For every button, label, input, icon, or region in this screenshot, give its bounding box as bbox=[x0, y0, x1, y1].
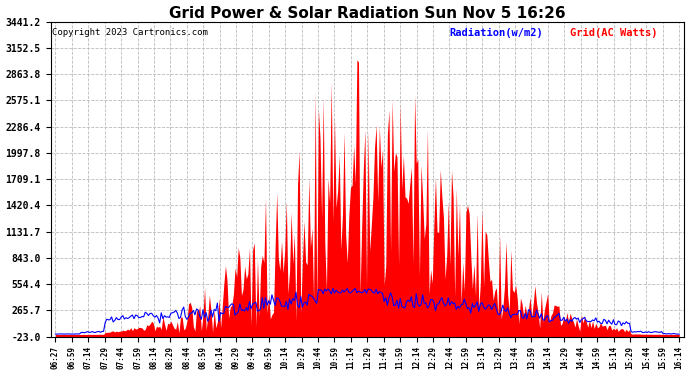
Text: Copyright 2023 Cartronics.com: Copyright 2023 Cartronics.com bbox=[52, 28, 208, 37]
Text: Radiation(w/m2): Radiation(w/m2) bbox=[450, 28, 544, 38]
Text: Grid(AC Watts): Grid(AC Watts) bbox=[570, 28, 658, 38]
Title: Grid Power & Solar Radiation Sun Nov 5 16:26: Grid Power & Solar Radiation Sun Nov 5 1… bbox=[169, 6, 566, 21]
